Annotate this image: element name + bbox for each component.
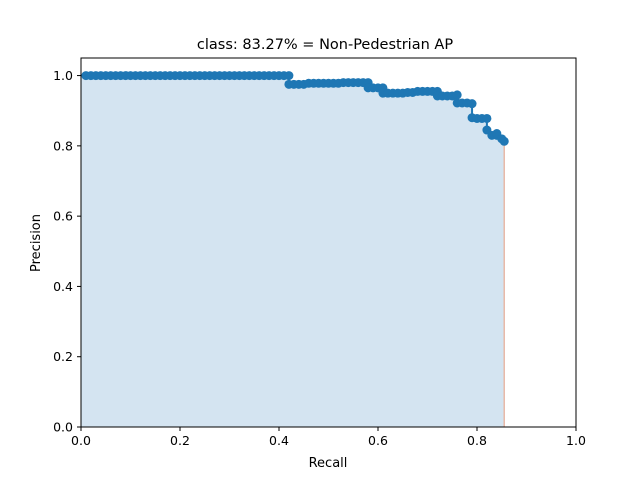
- y-tick-label: 0.6: [53, 209, 73, 224]
- x-tick-label: 0.0: [71, 433, 91, 448]
- x-axis-ticks: 0.0 0.2 0.4 0.6 0.8 1.0: [71, 427, 586, 448]
- data-point: [284, 71, 294, 81]
- y-axis-label: Precision: [29, 214, 44, 272]
- y-axis-ticks: 0.0 0.2 0.4 0.6 0.8 1.0: [53, 68, 81, 435]
- y-tick-label: 1.0: [53, 68, 73, 83]
- x-tick-label: 0.6: [368, 433, 388, 448]
- data-point: [499, 136, 509, 146]
- y-tick-label: 0.8: [53, 138, 73, 153]
- data-point: [482, 113, 492, 123]
- x-axis-label: Recall: [309, 456, 348, 471]
- area-fill: [81, 75, 505, 428]
- y-tick-label: 0.2: [53, 349, 73, 364]
- plot-frame: [80, 57, 577, 428]
- data-point: [452, 90, 462, 100]
- x-tick-label: 0.4: [269, 433, 289, 448]
- plot-area: [81, 71, 509, 428]
- x-tick-label: 0.8: [467, 433, 487, 448]
- x-tick-label: 0.2: [170, 433, 190, 448]
- y-tick-label: 0.0: [53, 420, 73, 435]
- y-tick-label: 0.4: [53, 279, 73, 294]
- x-tick-label: 1.0: [566, 433, 586, 448]
- chart-title: class: 83.27% = Non-Pedestrian AP: [197, 37, 453, 53]
- data-point: [467, 99, 477, 109]
